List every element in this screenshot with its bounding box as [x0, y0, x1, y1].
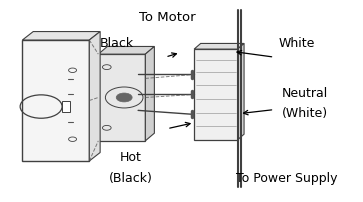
Text: White: White: [279, 36, 315, 49]
Text: Neutral: Neutral: [281, 86, 327, 99]
Polygon shape: [98, 47, 154, 55]
Polygon shape: [194, 44, 244, 50]
Bar: [98, 55, 145, 141]
Bar: [194, 50, 237, 140]
Bar: [62, 102, 70, 112]
Bar: [23, 41, 89, 161]
Polygon shape: [89, 32, 100, 161]
Text: (Black): (Black): [109, 171, 153, 184]
Polygon shape: [237, 44, 244, 140]
Text: Black: Black: [99, 36, 134, 49]
Polygon shape: [145, 47, 154, 141]
Text: To Power Supply: To Power Supply: [236, 171, 337, 184]
Text: Hot: Hot: [120, 151, 142, 164]
Circle shape: [116, 94, 132, 102]
Text: To Motor: To Motor: [139, 11, 195, 24]
Polygon shape: [23, 32, 100, 41]
Text: (White): (White): [281, 107, 327, 120]
